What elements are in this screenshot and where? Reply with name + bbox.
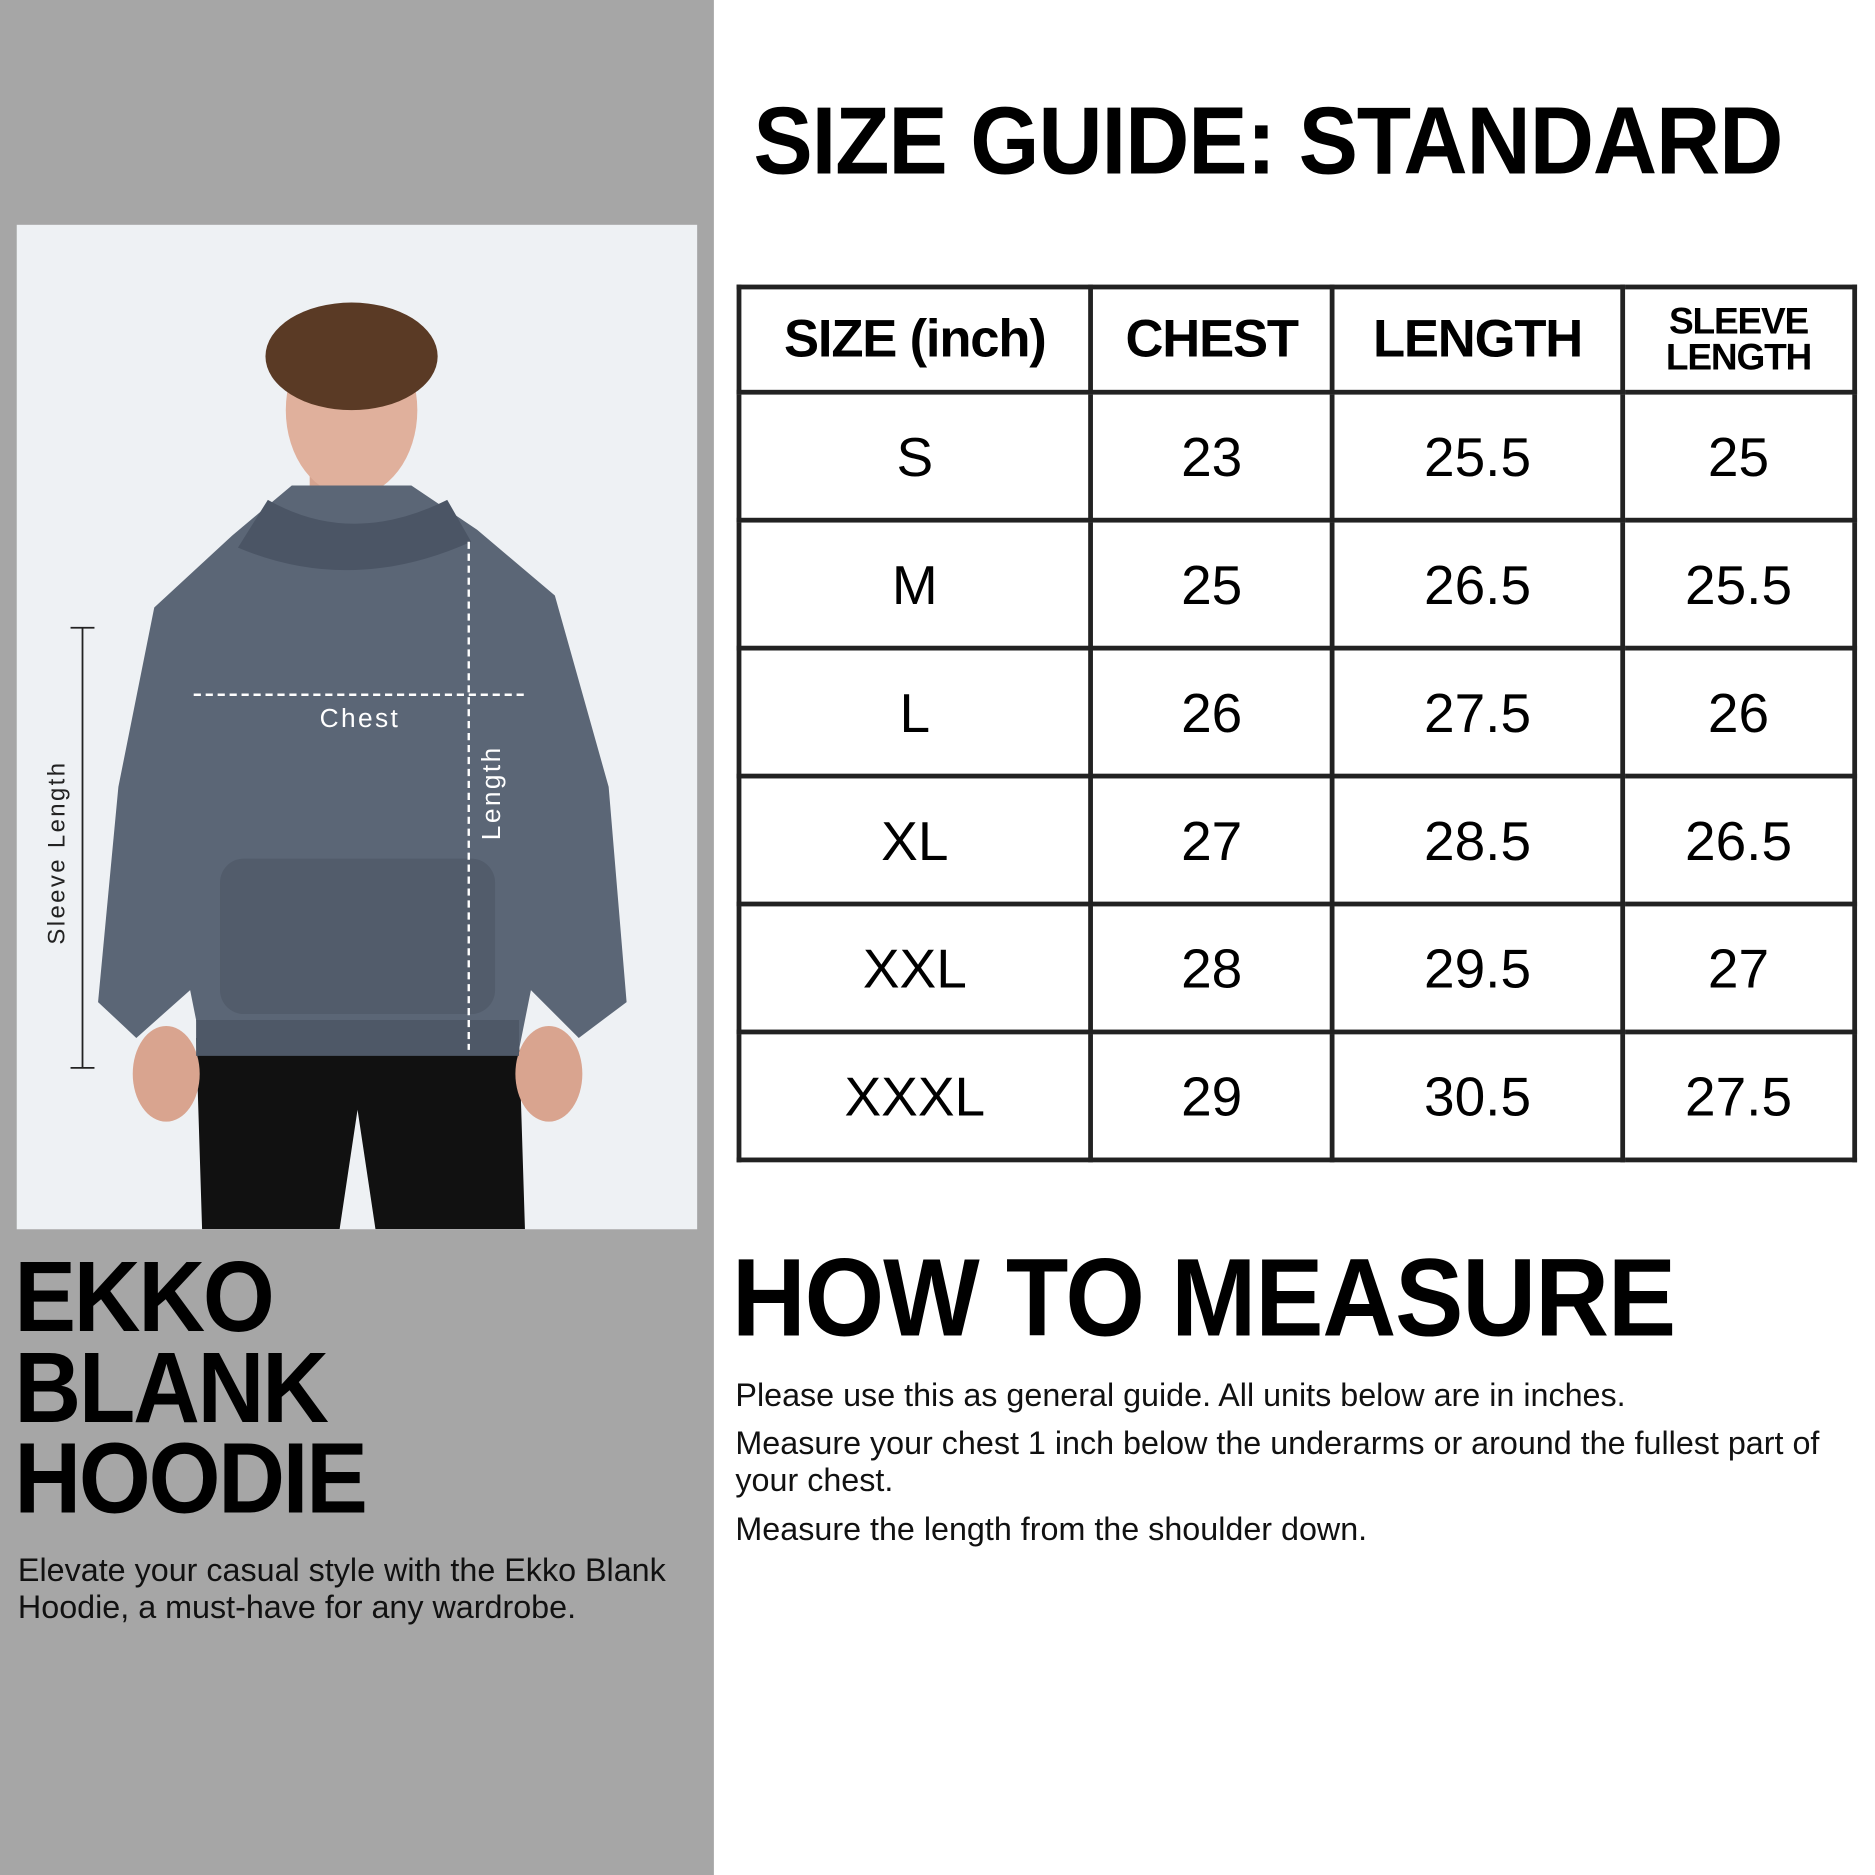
hoodie-model-illustration: Chest Length Sleeve Length [44,302,627,1230]
measure-paragraph: Measure the length from the shoulder dow… [735,1511,1368,1548]
chest-cell: 23 [1088,389,1336,523]
header-length: LENGTH [1330,284,1625,395]
table-row: S 23 25.5 25 [736,389,1858,523]
length-label: Length [476,745,506,840]
size-cell: S [736,389,1094,523]
sleeve-length-cell: 27 [1619,901,1858,1035]
sleeve-length-cell: 25 [1619,389,1858,523]
table-header-row: SIZE (inch) CHEST LENGTH SLEEVE LENGTH [736,284,1858,395]
size-cell: XXXL [736,1029,1094,1163]
length-cell: 30.5 [1330,1029,1625,1163]
measure-paragraph: Measure your chest 1 inch below the unde… [735,1425,1820,1499]
product-photo: Chest Length Sleeve Length [16,224,698,1230]
table-row: XL 27 28.5 26.5 [736,773,1858,907]
header-sleeve-length: SLEEVE LENGTH [1619,284,1858,395]
length-cell: 25.5 [1330,389,1625,523]
size-cell: L [736,645,1094,779]
chest-cell: 26 [1088,645,1336,779]
sleeve-length-cell: 27.5 [1619,1029,1858,1163]
sleeve-length-label: Sleeve Length [44,761,71,945]
table-row: XXXL 29 30.5 27.5 [736,1029,1858,1163]
product-description: Elevate your casual style with the Ekko … [17,1552,666,1626]
size-cell: XXL [736,901,1094,1035]
product-title-line: HOODIE [14,1421,368,1535]
size-cell: M [736,517,1094,651]
chest-cell: 27 [1088,773,1336,907]
left-panel: Chest Length Sleeve Length EKKO BLANK HO… [0,0,714,1875]
chest-cell: 25 [1088,517,1336,651]
sleeve-length-cell: 26.5 [1619,773,1858,907]
chest-cell: 28 [1088,901,1336,1035]
table-row: L 26 27.5 26 [736,645,1858,779]
page-title: SIZE GUIDE: STANDARD [753,87,1783,194]
length-cell: 29.5 [1330,901,1625,1035]
sleeve-length-cell: 26 [1619,645,1858,779]
table-row: XXL 28 29.5 27 [736,901,1858,1035]
table-row: M 25 26.5 25.5 [736,517,1858,651]
size-cell: XL [736,773,1094,907]
chest-label: Chest [320,703,401,733]
header-chest: CHEST [1088,284,1336,395]
product-title-line: BLANK [14,1330,329,1444]
sleeve-length-cell: 25.5 [1619,517,1858,651]
length-cell: 26.5 [1330,517,1625,651]
how-to-measure-title: HOW TO MEASURE [731,1237,1676,1360]
length-cell: 27.5 [1330,645,1625,779]
length-cell: 28.5 [1330,773,1625,907]
size-table: SIZE (inch) CHEST LENGTH SLEEVE LENGTH S… [736,284,1858,1163]
measure-paragraph: Please use this as general guide. All un… [735,1377,1626,1414]
header-size: SIZE (inch) [736,284,1094,395]
chest-cell: 29 [1088,1029,1336,1163]
product-title-line: EKKO [14,1240,274,1353]
product-title: EKKO BLANK HOODIE [14,1240,368,1535]
